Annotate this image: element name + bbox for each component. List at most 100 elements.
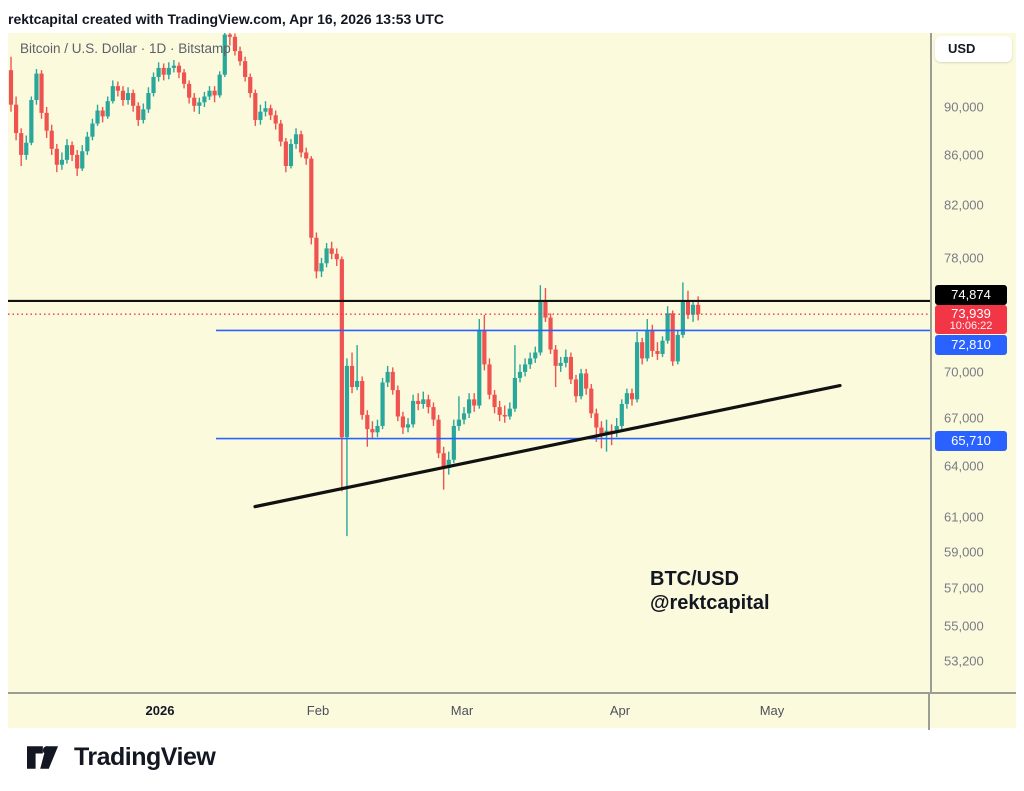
candle-up[interactable] [446,459,451,468]
candle-down[interactable] [161,67,166,75]
candle-down[interactable] [436,419,441,454]
candle-up[interactable] [34,73,39,100]
candle-down[interactable] [395,390,400,417]
candle-up[interactable] [456,419,462,426]
candle-down[interactable] [115,86,120,91]
candle-down[interactable] [553,349,558,366]
candle-up[interactable] [533,352,538,359]
candle-up[interactable] [110,86,115,102]
candle-down[interactable] [273,115,278,124]
candle-down[interactable] [349,365,355,388]
candle-down[interactable] [426,399,431,408]
candle-down[interactable] [573,379,579,397]
candle-down[interactable] [599,427,604,434]
candle-down[interactable] [75,154,80,169]
candle-up[interactable] [507,408,512,417]
candle-up[interactable] [522,364,528,372]
candle-up[interactable] [141,109,146,120]
candle-down[interactable] [187,83,192,98]
candle-down[interactable] [253,93,258,120]
candle-up[interactable] [405,424,411,428]
candle-up[interactable] [375,425,380,433]
candle-down[interactable] [441,453,446,468]
candle-down[interactable] [299,134,304,153]
candle-up[interactable] [461,413,467,420]
candle-up[interactable] [624,393,629,404]
candle-up[interactable] [125,93,131,100]
candle-up[interactable] [217,74,222,96]
candle-down[interactable] [314,237,319,272]
candle-up[interactable] [324,248,329,264]
candle-up[interactable] [385,371,390,383]
candle-up[interactable] [614,425,619,433]
price-axis[interactable]: 90,000 86,000 82,000 78,000 70,000 67,000 64,0… [930,33,1016,692]
candle-down[interactable] [502,414,507,417]
candle-down[interactable] [685,300,691,315]
candle-up[interactable] [151,76,156,94]
trendline[interactable] [253,383,842,509]
currency-usd-button[interactable]: USD [935,36,1012,62]
time-axis[interactable]: 2026 Feb Mar Apr May [8,692,1016,730]
candle-up[interactable] [293,134,299,144]
candle-down[interactable] [8,70,14,105]
candle-down[interactable] [548,317,553,350]
candle-down[interactable] [283,141,288,167]
candle-down[interactable] [237,51,243,62]
candle-down[interactable] [655,351,660,354]
candle-down[interactable] [487,364,492,395]
candle-down[interactable] [492,394,497,408]
candle-up[interactable] [319,263,324,272]
candle-down[interactable] [131,93,136,106]
candle-down[interactable] [497,407,502,415]
candle-up[interactable] [24,142,29,155]
candle-up[interactable] [197,102,202,106]
candle-down[interactable] [416,400,421,404]
candle-up[interactable] [344,365,350,438]
candle-down[interactable] [568,356,573,380]
candle-up[interactable] [665,313,670,341]
candle-down[interactable] [365,414,370,430]
candle-up[interactable] [59,159,64,165]
candle-down[interactable] [232,36,238,52]
candle-up[interactable] [171,65,176,68]
candle-up[interactable] [645,330,650,359]
candle-up[interactable] [64,145,70,160]
candle-up[interactable] [29,99,34,143]
candle-down[interactable] [100,110,105,117]
candle-down[interactable] [696,304,701,315]
candle-up[interactable] [528,358,533,365]
candle-up[interactable] [156,67,161,77]
candle-up[interactable] [451,425,456,460]
candle-down[interactable] [594,413,599,428]
candle-down[interactable] [212,90,217,96]
tradingview-logo[interactable]: TradingView [27,743,216,772]
candle-down[interactable] [227,34,232,37]
candle-down[interactable] [69,145,75,155]
candle-down[interactable] [650,330,655,352]
candle-down[interactable] [278,123,283,142]
candle-down[interactable] [309,158,314,238]
candle-up[interactable] [95,110,100,124]
candle-down[interactable] [243,61,248,77]
candle-up[interactable] [578,373,584,397]
candle-up[interactable] [675,334,680,362]
candle-up[interactable] [202,96,207,103]
candle-up[interactable] [85,136,90,152]
candle-down[interactable] [54,148,59,165]
candle-up[interactable] [90,123,95,137]
candle-up[interactable] [166,67,171,75]
candle-up[interactable] [258,111,263,120]
candle-down[interactable] [584,373,589,389]
candle-down[interactable] [120,90,126,100]
candle-up[interactable] [421,399,426,404]
candle-up[interactable] [558,362,563,366]
candle-down[interactable] [543,300,548,318]
candle-up[interactable] [222,34,227,75]
candle-down[interactable] [629,393,635,400]
candle-down[interactable] [192,97,197,106]
candle-up[interactable] [411,400,416,425]
symbol-title[interactable]: Bitcoin / U.S. Dollar · 1D · Bitstamp [20,41,231,56]
candle-down[interactable] [360,380,365,415]
candle-down[interactable] [640,342,645,359]
candle-down[interactable] [176,65,182,73]
